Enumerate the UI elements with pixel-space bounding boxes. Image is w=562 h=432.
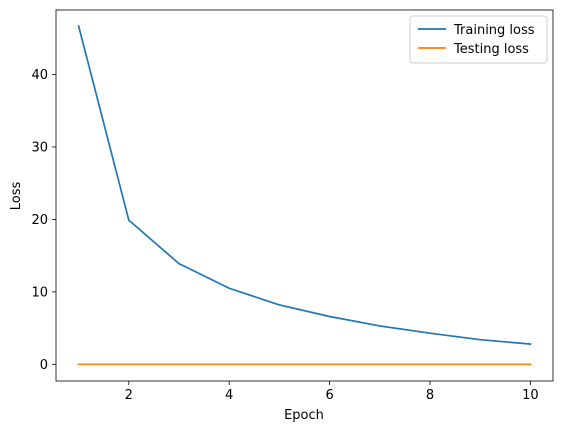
- y-tick-label: 0: [40, 358, 48, 373]
- x-tick-label: 8: [426, 388, 434, 403]
- plot-frame: [56, 10, 553, 381]
- legend-label-testing-loss: Testing loss: [453, 42, 529, 57]
- plot-area: [79, 26, 531, 364]
- legend: Training loss Testing loss: [410, 16, 547, 63]
- x-tick-label: 2: [125, 388, 133, 403]
- x-tick-label: 4: [225, 388, 233, 403]
- y-tick-label: 30: [31, 140, 48, 155]
- x-axis-label: Epoch: [284, 408, 324, 423]
- x-tick-label: 6: [325, 388, 333, 403]
- y-axis: 0 10 20 30 40: [31, 68, 56, 373]
- y-tick-label: 10: [31, 285, 48, 300]
- x-tick-label: 10: [522, 388, 539, 403]
- legend-label-training-loss: Training loss: [453, 23, 535, 38]
- y-tick-label: 20: [31, 213, 48, 228]
- x-axis: 2 4 6 8 10: [125, 381, 539, 403]
- y-tick-label: 40: [31, 68, 48, 83]
- series-line-training-loss: [79, 26, 531, 344]
- y-axis-label: Loss: [9, 182, 24, 211]
